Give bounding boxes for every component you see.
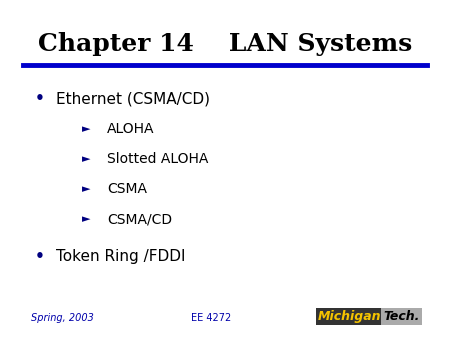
Text: ALOHA: ALOHA — [107, 122, 154, 136]
Text: •: • — [35, 91, 45, 106]
Text: ►: ► — [81, 154, 90, 164]
Text: Ethernet (CSMA/CD): Ethernet (CSMA/CD) — [56, 91, 210, 106]
Text: Slotted ALOHA: Slotted ALOHA — [107, 152, 208, 166]
Text: ►: ► — [81, 184, 90, 194]
Text: ►: ► — [81, 214, 90, 224]
Text: Michigan: Michigan — [318, 310, 381, 323]
Text: Spring, 2003: Spring, 2003 — [31, 313, 94, 323]
Text: CSMA/CD: CSMA/CD — [107, 212, 172, 226]
Text: •: • — [35, 249, 45, 264]
Text: CSMA: CSMA — [107, 182, 147, 196]
Text: ►: ► — [81, 124, 90, 134]
Text: Token Ring /FDDI: Token Ring /FDDI — [56, 249, 186, 264]
Text: Tech.: Tech. — [383, 310, 419, 323]
Text: EE 4272: EE 4272 — [191, 313, 231, 323]
Text: Chapter 14    LAN Systems: Chapter 14 LAN Systems — [38, 31, 412, 55]
